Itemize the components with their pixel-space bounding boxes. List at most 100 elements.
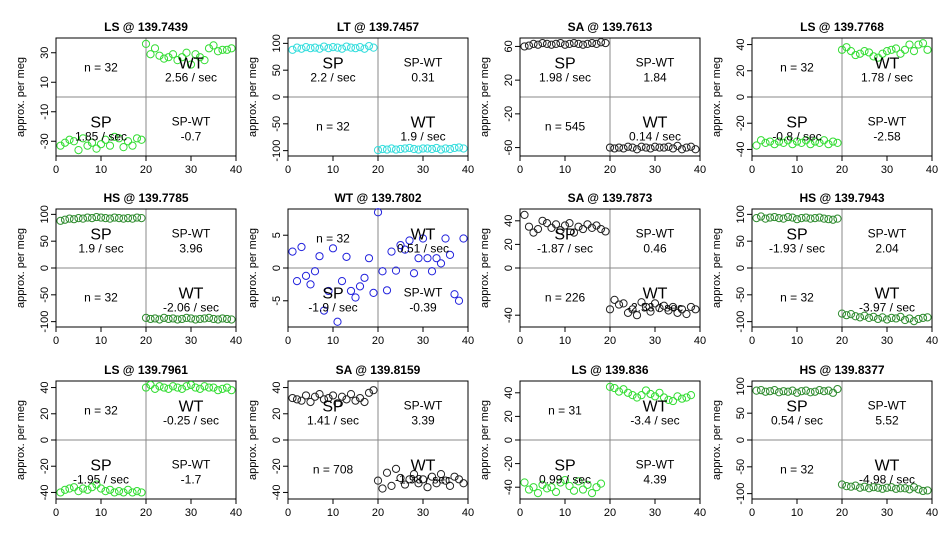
data-point [105, 141, 115, 150]
x-tick-label: 40 [694, 335, 706, 347]
sp-rate: 0.99 / sec [539, 473, 591, 487]
data-point [556, 226, 565, 235]
x-tick-label: 0 [285, 164, 291, 176]
y-tick-label: 20 [271, 408, 283, 420]
data-point [168, 314, 178, 323]
sp-wt-label: SP-WT [172, 227, 211, 241]
y-tick-label: 50 [271, 64, 283, 76]
sp-label: SP [786, 399, 807, 416]
data-point [213, 315, 223, 324]
data-point [177, 384, 187, 393]
sp-wt-value: -1.7 [181, 473, 202, 487]
data-point [87, 483, 97, 492]
data-point [601, 38, 610, 48]
wt-label: WT [411, 458, 436, 475]
panel-9: LS @ 139.7961 approx. per meg 0 10 20 30 40 -40… [15, 363, 242, 519]
data-point [441, 234, 450, 243]
wt-rate: 0.51 / sec [397, 242, 449, 256]
y-tick-label: -40 [503, 479, 515, 495]
sp-wt-value: 4.39 [643, 473, 667, 487]
data-point [914, 314, 923, 324]
wt-rate: -3.4 / sec [630, 414, 679, 428]
data-point [378, 144, 387, 154]
data-point [691, 305, 700, 314]
data-point [797, 214, 806, 223]
x-tick-label: 20 [836, 507, 848, 519]
sp-wt-label: SP-WT [404, 56, 443, 70]
data-point [810, 137, 820, 146]
data-point [828, 215, 838, 224]
data-point [533, 224, 543, 234]
y-axis-label: approx. per meg [711, 57, 723, 137]
data-point [186, 380, 196, 390]
y-axis-label: approx. per meg [479, 57, 491, 137]
y-tick-label: 40 [503, 215, 515, 227]
wt-label: WT [411, 115, 436, 132]
data-point [123, 137, 133, 146]
panel-1: LS @ 139.7439 approx. per meg 0 10 20 30 40 -30… [15, 20, 242, 176]
x-tick-label: 10 [95, 507, 107, 519]
sp-wt-value: 0.46 [643, 242, 667, 256]
n-count: n = 32 [316, 232, 350, 246]
data-point [682, 309, 691, 319]
y-tick-label: 0 [735, 94, 747, 100]
data-point [664, 142, 673, 151]
data-point [405, 236, 414, 245]
x-tick-label: 30 [881, 335, 893, 347]
data-point [569, 486, 579, 495]
y-tick-label: 20 [39, 408, 51, 420]
data-point [770, 386, 779, 395]
data-point [182, 313, 191, 322]
data-point [56, 488, 65, 497]
data-point [752, 214, 761, 223]
sp-wt-label: SP-WT [636, 227, 675, 241]
x-tick-label: 30 [417, 335, 429, 347]
x-tick-label: 0 [517, 507, 523, 519]
data-point [159, 383, 169, 392]
x-tick-label: 20 [836, 335, 848, 347]
data-point [560, 221, 570, 230]
data-point [409, 144, 419, 154]
data-point [454, 296, 464, 305]
data-point [851, 312, 860, 321]
sp-label: SP [90, 458, 111, 475]
wt-rate: 2.56 / sec [165, 71, 217, 85]
data-point [761, 214, 770, 223]
data-point [328, 391, 338, 400]
data-point [869, 52, 878, 61]
data-point [887, 45, 896, 54]
sp-wt-value: 1.84 [643, 71, 667, 85]
data-point [427, 144, 437, 154]
data-point [578, 485, 588, 494]
x-tick-label: 30 [881, 164, 893, 176]
data-point [360, 44, 369, 53]
data-point [542, 219, 552, 228]
data-point [756, 212, 766, 221]
data-point [659, 301, 669, 310]
x-tick-label: 10 [327, 507, 339, 519]
x-tick-label: 30 [417, 507, 429, 519]
data-point [855, 483, 865, 492]
data-point [204, 44, 214, 53]
y-tick-label: -50 [735, 459, 747, 475]
data-point [855, 49, 865, 58]
data-point [360, 273, 369, 282]
data-point [436, 259, 446, 268]
y-tick-label: 50 [735, 235, 747, 247]
data-point [78, 484, 88, 493]
panel-3: SA @ 139.7613 approx. per meg 0 10 20 30 40 -60… [479, 20, 706, 176]
data-point [346, 43, 356, 52]
y-tick-label: -20 [503, 456, 515, 472]
x-tick-label: 20 [604, 164, 616, 176]
data-point [623, 142, 633, 151]
data-point [150, 44, 160, 53]
data-point [806, 388, 815, 397]
data-point [882, 47, 892, 56]
data-point [146, 50, 155, 59]
data-point [824, 140, 833, 149]
data-point [441, 144, 450, 153]
data-point [619, 299, 628, 308]
data-point [319, 306, 329, 315]
panel-12: HS @ 139.8377 approx. per meg 0 10 20 30 40 -10… [711, 363, 938, 519]
data-point [860, 311, 869, 320]
